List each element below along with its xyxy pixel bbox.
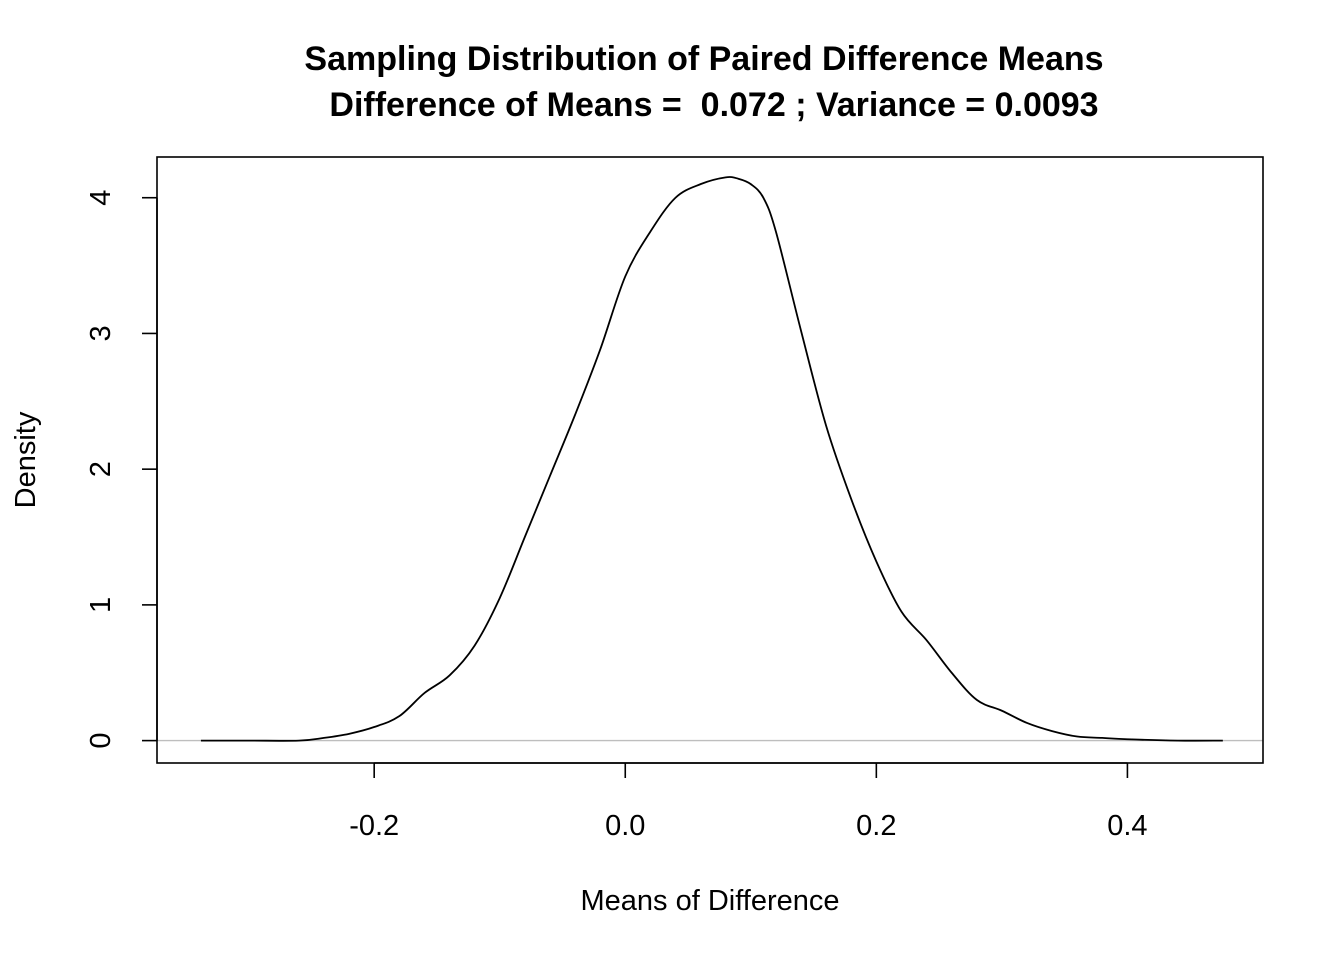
x-axis-label: Means of Difference [581, 885, 840, 917]
chart-title: Sampling Distribution of Paired Differen… [304, 40, 1103, 78]
x-tick-label: 0.2 [856, 810, 896, 842]
x-tick-label: -0.2 [349, 810, 399, 842]
x-axis: -0.2 0.0 0.2 0.4 [349, 762, 1148, 842]
x-tick-label: 0.0 [605, 810, 645, 842]
chart-subtitle: Difference of Means = 0.072 ; Variance =… [329, 86, 1098, 124]
y-axis: 0 1 2 3 4 [85, 190, 158, 749]
y-tick-label: 1 [85, 597, 117, 613]
y-tick-label: 3 [85, 325, 117, 341]
density-curve [200, 176, 1223, 742]
x-tick-label: 0.4 [1107, 810, 1147, 842]
y-tick-label: 4 [85, 190, 117, 206]
y-axis-label: Density [10, 411, 42, 508]
y-tick-label: 0 [85, 733, 117, 749]
y-tick-label: 2 [85, 461, 117, 477]
